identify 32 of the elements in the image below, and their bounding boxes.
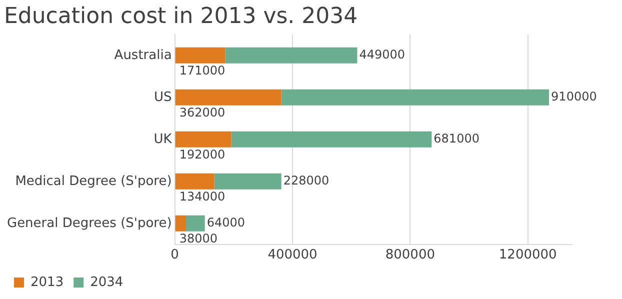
data-label: 171000 <box>179 64 226 78</box>
bar <box>175 47 226 64</box>
bar <box>281 89 550 106</box>
y-tick-label: General Degrees (S'pore) <box>6 216 172 231</box>
y-tick-label: Medical Degree (S'pore) <box>15 174 172 189</box>
bar <box>231 131 432 148</box>
x-tick-label: 800000 <box>385 248 436 263</box>
data-label: 910000 <box>551 90 597 104</box>
data-label: 362000 <box>179 106 226 120</box>
data-label: 449000 <box>359 48 406 62</box>
bar <box>175 173 214 190</box>
bar <box>175 215 186 232</box>
x-tick-label: 400000 <box>268 248 318 263</box>
chart-title: Education cost in 2013 vs. 2034 <box>4 4 358 29</box>
legend-label: 2013 <box>30 274 64 290</box>
y-tick-label: US <box>154 90 172 105</box>
data-label: 192000 <box>179 148 226 162</box>
y-tick-label: UK <box>154 132 172 147</box>
bar <box>214 173 282 190</box>
data-label: 134000 <box>179 190 226 204</box>
bar <box>186 215 205 232</box>
bar <box>175 131 232 148</box>
bar <box>225 47 358 64</box>
bar <box>175 89 282 106</box>
data-label: 38000 <box>179 232 218 246</box>
y-tick-label: Australia <box>114 48 172 63</box>
data-label: 681000 <box>434 132 480 146</box>
data-label: 64000 <box>206 216 246 230</box>
legend-label: 2034 <box>90 274 124 290</box>
x-tick-label: 1200000 <box>498 248 557 263</box>
x-tick-label: 0 <box>170 248 179 263</box>
data-label: 228000 <box>283 174 330 188</box>
